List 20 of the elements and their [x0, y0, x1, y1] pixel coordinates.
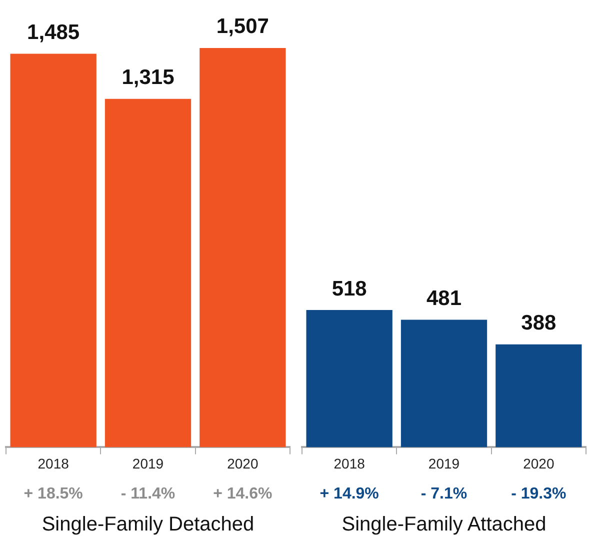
data-label: 388 — [521, 312, 556, 335]
text: - 11.4% — [120, 486, 176, 503]
x-tick-label: 2019 — [428, 455, 460, 472]
text: + 14.9% — [320, 486, 379, 503]
x-axis-title: Single-Family Detached — [42, 514, 254, 536]
text: + 18.5% — [24, 486, 83, 503]
data-label: 1,507 — [216, 15, 269, 38]
data-label: 1,485 — [27, 21, 80, 44]
data-label: 518 — [332, 277, 368, 300]
x-axis-title: Single-Family Attached — [342, 514, 546, 536]
x-tick-label: 2018 — [334, 455, 366, 472]
x-tick-label: 2020 — [523, 455, 554, 472]
x-tick-label: 2020 — [227, 455, 258, 472]
text: - 7.1% — [420, 486, 468, 503]
x-tick-label: 2019 — [132, 455, 164, 472]
text: - 19.3% — [511, 486, 566, 503]
data-label: 1,315 — [122, 66, 175, 90]
data-label: 481 — [426, 287, 462, 310]
text: + 14.6% — [213, 486, 272, 503]
x-tick-label: 2018 — [38, 455, 70, 472]
